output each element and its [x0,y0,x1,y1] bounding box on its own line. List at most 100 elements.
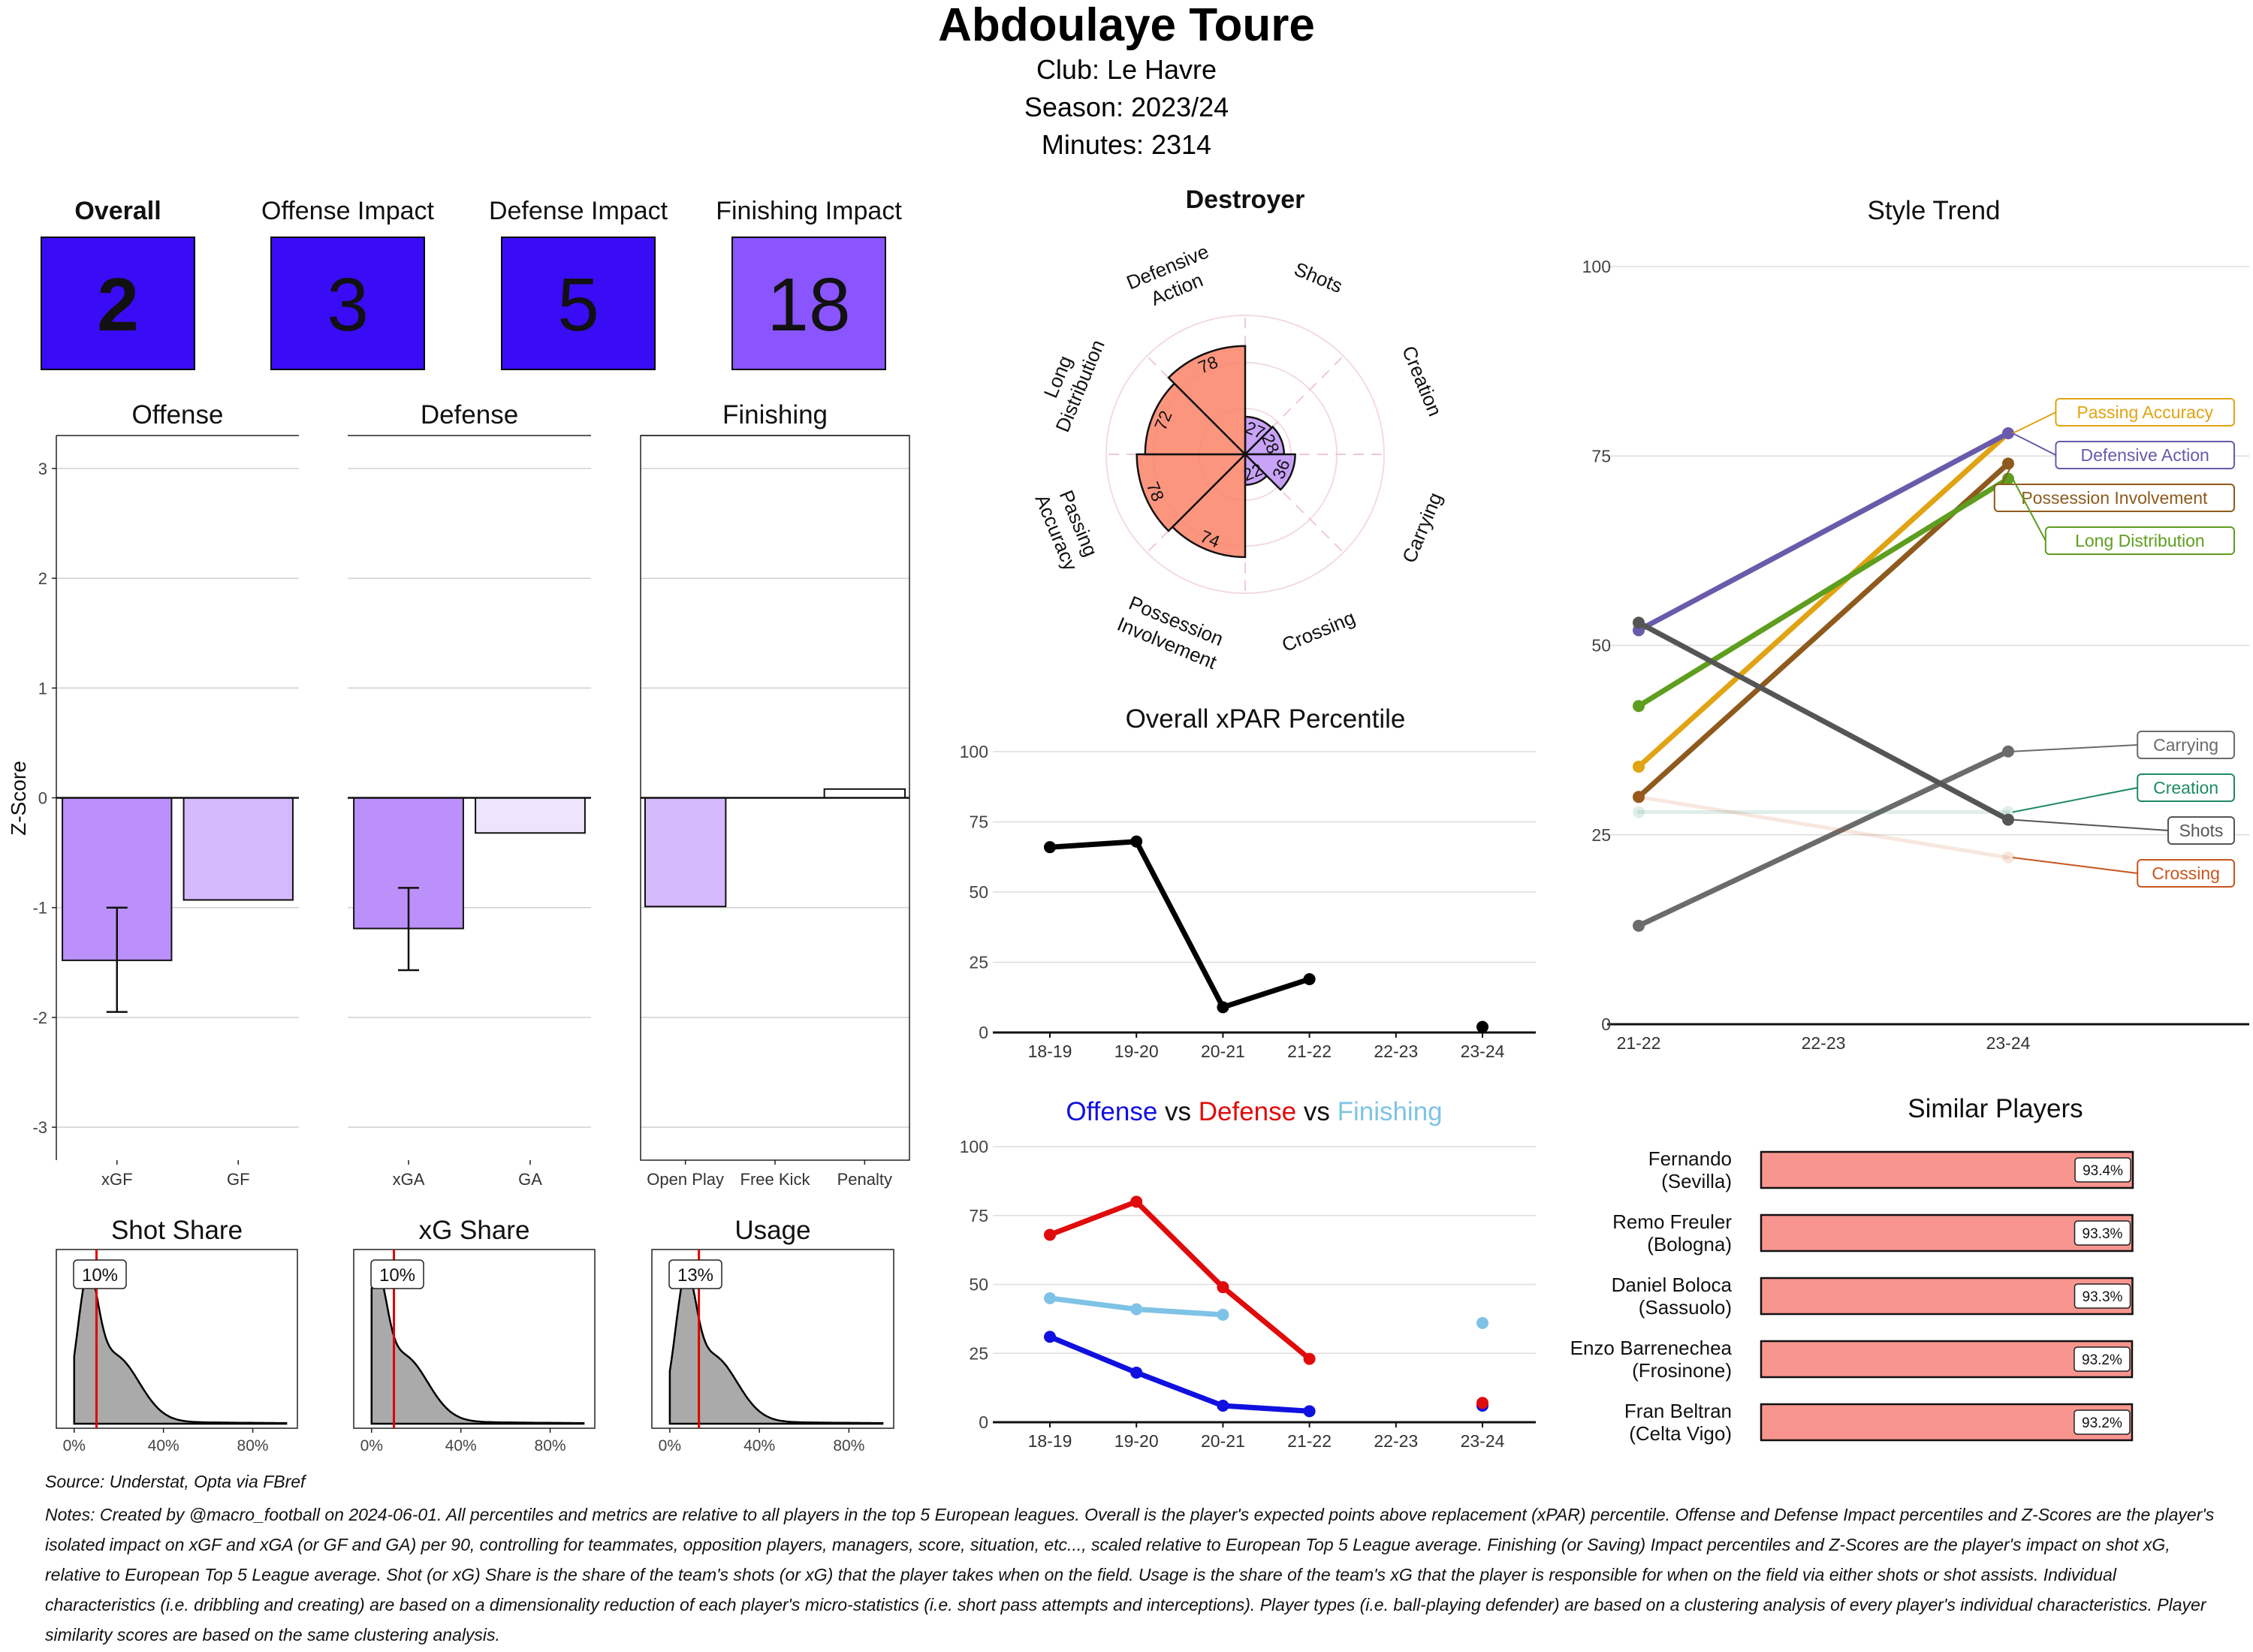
method-notes: Notes: Created by @macro_football on 202… [45,1505,2215,1644]
series-point [1303,1352,1316,1365]
impact-title: Finishing Impact [716,197,902,225]
x-tick-label: 20-21 [1201,1431,1245,1451]
style-series-label: Long Distribution [2075,531,2205,550]
radar-axis-label: Carrying [1398,489,1446,565]
series-point [1044,1331,1056,1343]
style-series-point [1633,919,1645,932]
similar-bar [1760,1340,2134,1379]
style-label-box [2055,441,2235,469]
series-line [1049,839,1310,1010]
xpar-percentile-chart: Overall xPAR Percentile 0 25 50 75 100 18-19 19… [960,704,1536,1061]
y-tick-label: 2 [38,569,47,588]
style-label-box [2044,526,2236,555]
series-point [1044,1228,1056,1241]
similar-players-chart: Similar Players Fernando(Sevilla) 93.4% Rem… [1570,1094,2134,1445]
style-series-line [1636,476,2011,709]
style-series-label: Possession Involvement [2021,488,2208,508]
zscore-bar [644,797,727,908]
impact-value: 18 [767,263,850,347]
similar-value-badge [2074,1283,2131,1309]
similar-player-club: (Sassuolo) [1639,1296,1732,1319]
zscore-panel: Finishing Open Play Free Kick Penalty [640,400,910,1189]
report-header: Abdoulaye Toure Club: Le Havre Season: 2… [938,0,1315,160]
x-tick-label: Open Play [647,1170,724,1189]
impact-value: 2 [97,263,139,347]
style-series-label: Shots [2179,821,2224,840]
zscore-panel-title: Defense [421,400,518,430]
style-label-box [2137,859,2235,888]
style-label-box [2137,731,2235,759]
radar-axis-label: Crossing [1278,606,1358,656]
similar-bar [1760,1213,2134,1253]
share-panel: Shot Share 10% 0% 40% 80% [56,1216,298,1455]
season-line: Season: 2023/24 [1024,92,1229,122]
radar-axis-label-line: Carrying [1398,489,1446,565]
share-value-badge [668,1259,722,1289]
share-value-badge [73,1259,127,1289]
y-tick-label: 25 [1591,825,1611,845]
style-radar-chart: Destroyer27Shots28Creation36Carrying22Cr… [1030,185,1446,674]
impact-tile [731,237,886,370]
style-series-line [1636,749,2011,929]
player-name: Abdoulaye Toure [938,0,1315,51]
y-tick-label: -2 [32,1008,47,1027]
share-panel-title: xG Share [419,1216,530,1245]
series-point [1476,1020,1488,1033]
y-tick-label: -3 [32,1118,47,1137]
ovdf-title: Offense vs Defense vs Finishing [1066,1097,1442,1126]
x-tick-label: 80% [237,1437,269,1455]
style-trend-chart: Style Trend 0 25 50 75 100 21-22 22-23 23-24 Pass… [1582,196,2249,1053]
series-point [1476,1316,1488,1329]
impact-tile [501,237,656,370]
style-label-leader [2012,411,2056,434]
share-panel: Usage 13% 0% 40% 80% [651,1216,894,1455]
x-tick-label: 23-24 [1986,1033,2031,1053]
similar-bar [1760,1150,2134,1189]
style-label-leader [2012,478,2046,541]
x-tick-label: 22-23 [1374,1042,1418,1061]
similar-value-badge [2074,1409,2131,1435]
impact-title: Defense Impact [489,197,668,225]
y-tick-label: 0 [979,1023,988,1042]
share-value-label: 10% [82,1265,118,1286]
similar-value-label: 93.4% [2083,1163,2123,1179]
x-tick-label: 0% [659,1437,681,1455]
zscore-panel-title: Finishing [722,400,828,430]
y-tick-label: -1 [32,899,47,918]
x-tick-label: 40% [445,1437,477,1455]
ovdf-title-part: Offense [1066,1097,1157,1126]
x-tick-label: 40% [148,1437,179,1455]
density-area [370,1278,585,1425]
density-area [73,1278,288,1425]
series-point [1130,835,1143,848]
style-series-point [2002,472,2014,485]
series-point [1044,841,1056,854]
series-point [1130,1303,1143,1316]
style-series-label: Crossing [2152,864,2220,883]
zscore-panel-title: Offense [132,400,224,430]
x-tick-label: GF [227,1170,250,1189]
style-label-leader [2012,744,2138,752]
radar-ring [1105,315,1385,594]
similar-player-club: (Celta Vigo) [1629,1422,1732,1445]
x-tick-label: 21-22 [1617,1033,1661,1053]
style-series-line [1636,794,2010,860]
share-panel-title: Shot Share [111,1216,243,1245]
impact-value: 3 [327,263,369,347]
similar-player-name: Daniel Boloca [1612,1274,1733,1296]
radar-segment [1171,451,1247,559]
x-tick-label: 22-23 [1802,1033,1846,1053]
x-tick-label: 0% [360,1437,383,1455]
series-point [1130,1195,1143,1208]
zscore-bar [823,788,906,799]
x-tick-label: Free Kick [740,1170,811,1189]
series-point [1303,972,1316,985]
similar-value-label: 93.2% [2082,1415,2122,1431]
similar-value-badge [2074,1157,2131,1183]
similar-player-name: Fran Beltran [1624,1400,1732,1422]
radar-axis-label: Creation [1398,342,1446,419]
x-tick-label: 23-24 [1461,1042,1505,1061]
ovdf-title-part: vs [1296,1097,1330,1126]
